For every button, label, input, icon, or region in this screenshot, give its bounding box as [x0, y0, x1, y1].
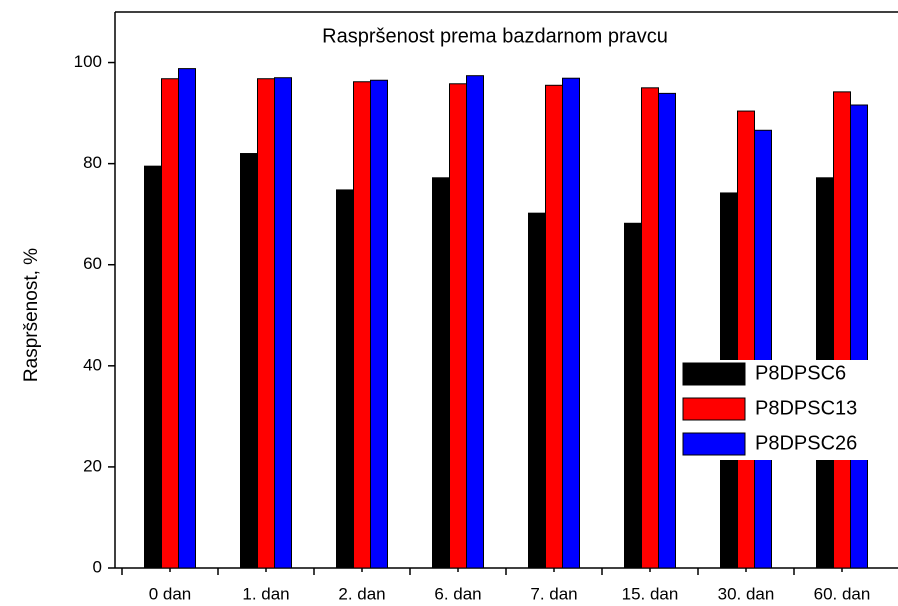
- bar: [850, 104, 868, 569]
- y-tick-label: 80: [83, 153, 102, 172]
- x-tick-label: 15. dan: [622, 584, 679, 603]
- legend-label: P8DPSC26: [755, 432, 857, 454]
- y-tick-label: 40: [83, 355, 102, 374]
- bar: [641, 87, 659, 569]
- x-tick-label: 7. dan: [530, 584, 577, 603]
- y-tick-label: 60: [83, 254, 102, 273]
- legend-swatch: [682, 397, 746, 421]
- legend-label: P8DPSC6: [755, 362, 846, 384]
- chart-title: Raspršenost prema bazdarnom pravcu: [322, 25, 668, 47]
- y-tick-label: 0: [93, 557, 102, 576]
- legend-swatch: [682, 362, 746, 386]
- x-tick-label: 30. dan: [718, 584, 775, 603]
- y-axis-label: Raspršenost, %: [21, 248, 42, 382]
- x-tick-label: 2. dan: [338, 584, 385, 603]
- x-tick-label: 60. dan: [814, 584, 871, 603]
- x-tick-label: 1. dan: [242, 584, 289, 603]
- bar: [144, 165, 162, 569]
- bar: [528, 212, 546, 569]
- bar: [161, 78, 179, 569]
- bar: [562, 77, 580, 569]
- bar: [257, 78, 275, 569]
- y-tick-label: 100: [74, 52, 102, 71]
- bar: [624, 222, 642, 569]
- bar: [274, 77, 292, 569]
- bar: [353, 81, 371, 569]
- bar: [737, 110, 755, 569]
- legend-swatch: [682, 432, 746, 456]
- x-tick-label: 0 dan: [149, 584, 192, 603]
- bar: [833, 91, 851, 569]
- bar: [336, 189, 354, 569]
- bar: [178, 68, 196, 569]
- legend-label: P8DPSC13: [755, 397, 857, 419]
- bar: [240, 153, 258, 569]
- bar: [754, 129, 772, 569]
- bar: [466, 75, 484, 569]
- bar: [658, 92, 676, 569]
- bar: [432, 177, 450, 569]
- bar: [370, 79, 388, 569]
- bar: [449, 83, 467, 569]
- bar: [545, 84, 563, 569]
- y-tick-label: 20: [83, 456, 102, 475]
- x-tick-label: 6. dan: [434, 584, 481, 603]
